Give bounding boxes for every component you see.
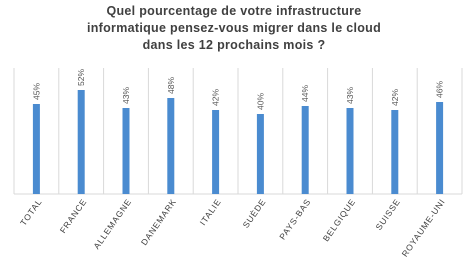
value-label: 40%: [255, 93, 265, 110]
value-label: 45%: [31, 83, 41, 100]
x-tick-label: FRANCE: [58, 197, 89, 235]
chart-title: informatique pensez-vous migrer dans le …: [87, 21, 381, 35]
value-label: 52%: [76, 69, 86, 86]
chart-title: Quel pourcentage de votre infrastructure: [106, 4, 361, 18]
bar: [346, 108, 354, 194]
bar: [301, 106, 309, 194]
x-tick-label: DANEMARK: [139, 197, 178, 247]
bar: [212, 110, 220, 194]
bar: [122, 108, 130, 194]
value-label: 46%: [435, 81, 445, 98]
bar: [32, 104, 40, 194]
x-tick-label: ROYAUME-UNI: [400, 197, 448, 259]
x-tick-label: ITALIE: [198, 197, 223, 227]
value-label: 48%: [166, 77, 176, 94]
value-label: 43%: [345, 87, 355, 104]
x-tick-label: BELGIQUE: [321, 197, 358, 244]
bar: [77, 90, 85, 194]
x-tick-label: TOTAL: [18, 197, 44, 228]
value-label: 42%: [390, 89, 400, 106]
bar: [391, 110, 399, 194]
value-label: 43%: [121, 87, 131, 104]
value-label: 44%: [300, 85, 310, 102]
bar: [167, 98, 175, 194]
x-tick-label: ALLEMAGNE: [91, 197, 133, 251]
bar: [256, 114, 264, 194]
bar: [436, 102, 444, 194]
x-tick-label: SUÈDE: [241, 197, 268, 230]
x-tick-label: PAYS-BAS: [277, 197, 313, 242]
value-label: 42%: [211, 89, 221, 106]
chart-title: dans les 12 prochains mois ?: [143, 38, 326, 52]
x-tick-label: SUISSE: [373, 197, 402, 232]
